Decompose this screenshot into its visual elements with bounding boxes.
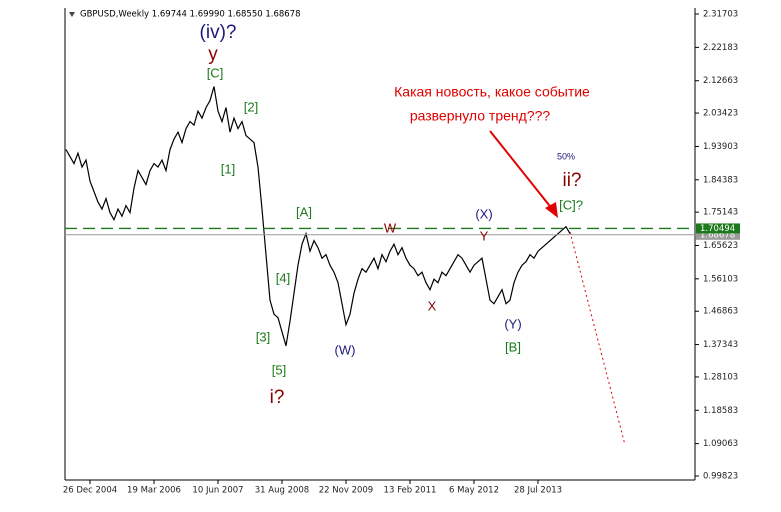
comment: Какая новость, какое событие: [394, 84, 590, 100]
x-tick-label: 31 Aug 2008: [255, 486, 309, 496]
y-tick-label: 2.31703: [703, 10, 738, 20]
x-tick-label: 26 Dec 2004: [63, 486, 117, 496]
y-tick-label: 1.75143: [703, 208, 738, 218]
price-line: [65, 86, 571, 346]
symbol-menu[interactable]: [69, 12, 75, 17]
y-tick-label: 2.03423: [703, 109, 738, 119]
level-label: 1.70494: [700, 224, 735, 234]
x-tick-label: 19 Mar 2006: [127, 486, 181, 496]
level-box: [696, 229, 740, 240]
x-tick-label: 10 Jun 2007: [192, 486, 243, 496]
forecast-line: [569, 231, 626, 446]
wave-label: ii?: [562, 170, 581, 191]
annotations: (iv)? y [C] [2] [1] [A] [4] [3] [5] i? (…: [200, 22, 591, 408]
x-tick-label: 6 May 2012: [449, 486, 499, 496]
y-tick-label: 1.84383: [703, 175, 738, 185]
arrow-head: [545, 202, 558, 218]
x-tick-label: 13 Feb 2011: [384, 486, 437, 496]
wave-label: [3]: [256, 329, 270, 344]
wave-label: [A]: [296, 204, 312, 219]
wave-label: (X): [475, 206, 492, 221]
y-tick-label: 1.93903: [703, 142, 738, 152]
y-tick-label: 1.56103: [703, 274, 738, 284]
y-tick-label: 2.12663: [703, 76, 738, 86]
wave-label: [5]: [272, 362, 286, 377]
wave-label: (W): [335, 342, 356, 357]
comment: развернуло тренд???: [410, 108, 551, 124]
y-tick-label: 2.22183: [703, 43, 738, 53]
x-tick-label: 28 Jul 2013: [514, 486, 562, 496]
level-label: 1.68678: [700, 230, 735, 240]
wave-label: Y: [480, 228, 489, 243]
y-tick-label: 1.37343: [703, 340, 738, 350]
y-tick-label: 1.18583: [703, 406, 738, 416]
wave-label: y: [208, 44, 218, 65]
level-box: [696, 223, 740, 234]
chart-title: GBPUSD,Weekly 1.69744 1.69990 1.68550 1.…: [80, 10, 301, 20]
wave-label: [B]: [505, 339, 521, 354]
wave-label: [2]: [244, 99, 258, 114]
y-tick-label: 0.99823: [703, 471, 738, 481]
wave-label: W: [384, 220, 397, 235]
wave-label: (iv)?: [200, 22, 237, 43]
wave-label: X: [428, 298, 437, 313]
wave-label: i?: [270, 387, 285, 408]
y-tick-label: 1.09063: [703, 439, 738, 449]
x-tick-label: 22 Nov 2009: [319, 486, 373, 496]
y-tick-label: 1.65623: [703, 241, 738, 251]
wave-label: [C]?: [559, 197, 583, 212]
wave-label: 50%: [557, 151, 575, 161]
arrow-line: [489, 130, 554, 211]
wave-label: [C]: [207, 65, 224, 80]
y-tick-label: 1.46863: [703, 307, 738, 317]
y-tick-label: 1.28103: [703, 372, 738, 382]
wave-label: [1]: [221, 161, 235, 176]
wave-label: (Y): [504, 316, 521, 331]
wave-label: [4]: [276, 270, 290, 285]
